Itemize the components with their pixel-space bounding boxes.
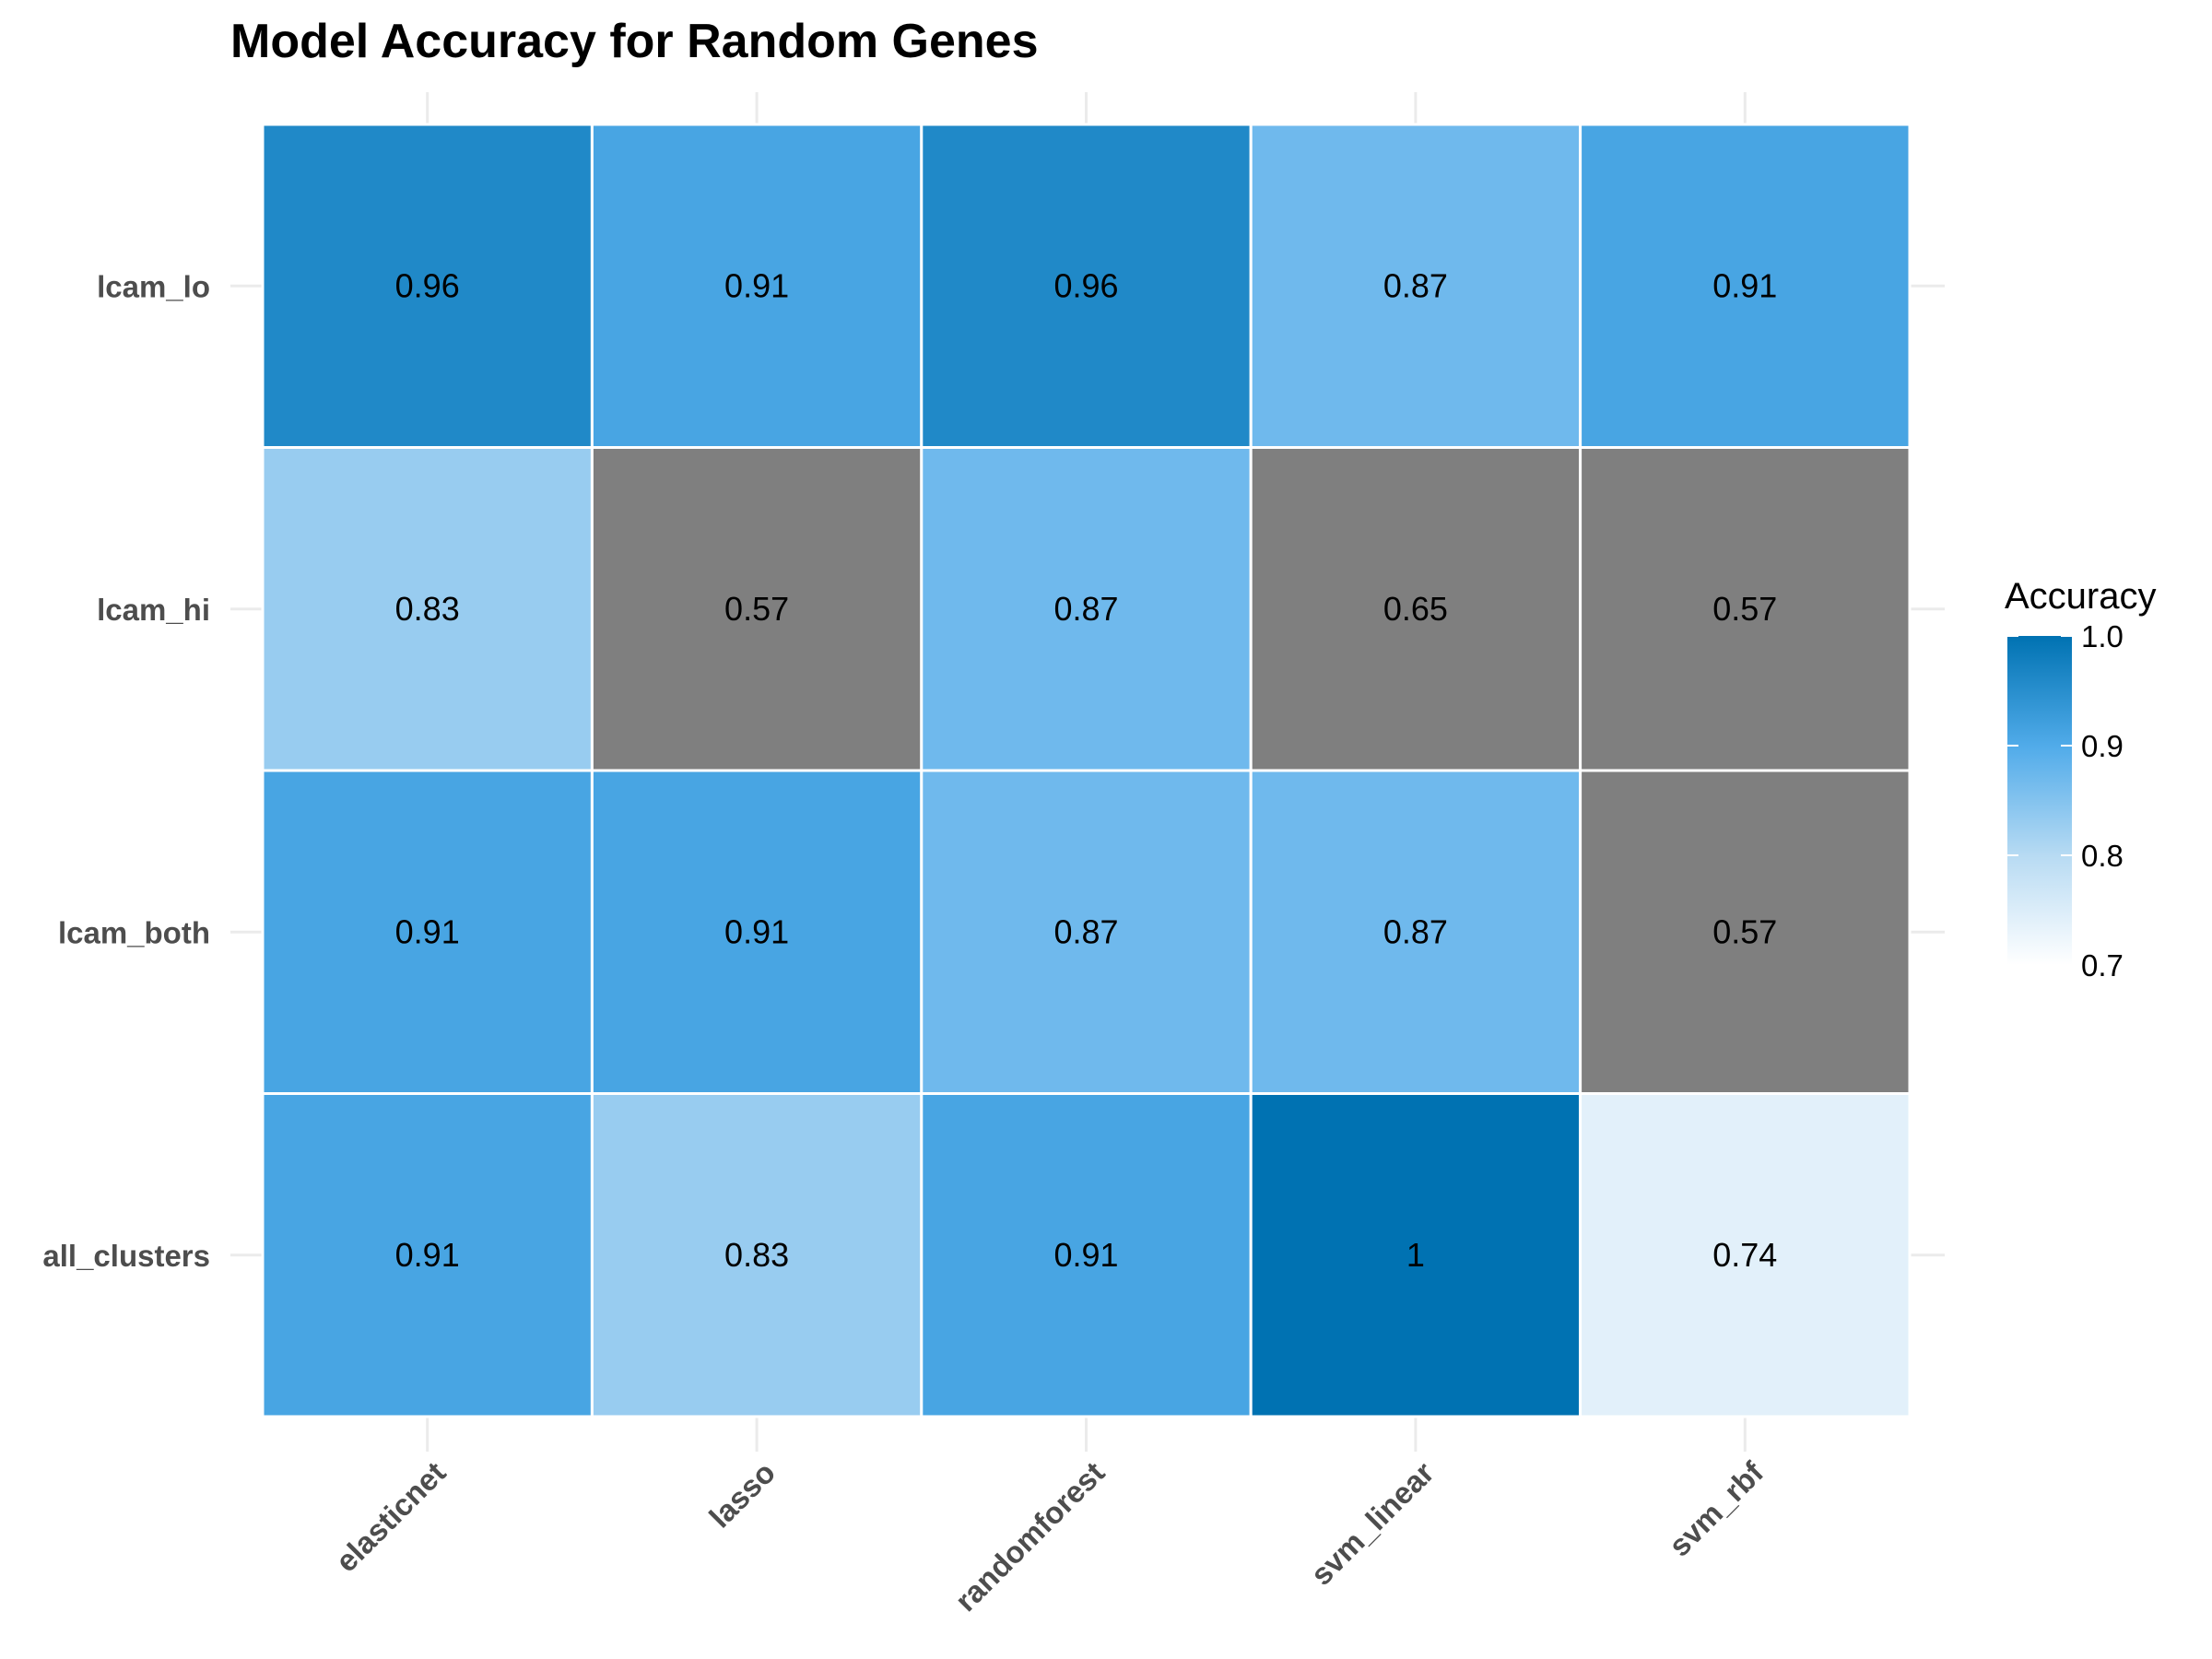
cell-value-label: 0.83 xyxy=(395,590,460,628)
legend-tick-label: 0.7 xyxy=(2081,948,2124,982)
heatmap-cell xyxy=(590,446,924,772)
y-tick-label: lcam_lo xyxy=(97,269,210,303)
cell-value-label: 0.91 xyxy=(395,1236,460,1274)
legend-title: Accuracy xyxy=(2005,576,2157,617)
cell-value-label: 0.87 xyxy=(1383,912,1448,950)
cell-value-label: 0.57 xyxy=(1712,912,1777,950)
heatmap-cell xyxy=(1579,1092,1912,1418)
heatmap-cell xyxy=(920,1092,1253,1418)
cell-value-label: 0.96 xyxy=(1053,266,1118,304)
x-tick-label: svm_linear xyxy=(1304,1455,1441,1592)
cell-value-label: 0.91 xyxy=(724,912,789,950)
cell-value-label: 0.87 xyxy=(1383,266,1448,304)
y-tick-label: all_clusters xyxy=(42,1239,210,1273)
y-tick-label: lcam_hi xyxy=(97,593,210,627)
cell-value-label: 0.87 xyxy=(1053,912,1118,950)
cell-value-label: 1 xyxy=(1406,1236,1425,1274)
legend-tick-label: 0.9 xyxy=(2081,729,2124,763)
cell-value-label: 0.65 xyxy=(1383,590,1448,628)
heatmap-cell xyxy=(590,1092,924,1418)
heatmap-cell xyxy=(1249,446,1583,772)
legend-tick-label: 1.0 xyxy=(2081,619,2124,653)
cell-value-label: 0.57 xyxy=(724,590,789,628)
x-tick-label: svm_rbf xyxy=(1662,1454,1771,1563)
cell-value-label: 0.91 xyxy=(395,912,460,950)
x-tick-label: elasticnet xyxy=(329,1455,453,1579)
heatmap-cell xyxy=(1249,769,1583,1095)
x-axis-ticks: elasticnet lasso randomforest svm_linear svm… xyxy=(329,1454,1771,1618)
x-tick-label: lasso xyxy=(702,1455,782,1535)
y-axis-ticks: lcam_lo lcam_hi lcam_both all_clusters xyxy=(42,269,210,1273)
cell-value-label: 0.91 xyxy=(1712,266,1777,304)
colorbar-gradient xyxy=(2007,636,2072,965)
cell-value-label: 0.57 xyxy=(1712,590,1777,628)
legend-tick-label: 0.8 xyxy=(2081,839,2124,873)
cell-value-label: 0.83 xyxy=(724,1236,789,1274)
colorbar-legend: Accuracy 1.0 0.9 0.8 0.7 xyxy=(2005,576,2157,982)
heatmap-cells xyxy=(261,123,1912,1418)
heatmap-cell xyxy=(1579,446,1912,772)
cell-value-label: 0.96 xyxy=(395,266,460,304)
chart-title: Model Accuracy for Random Genes xyxy=(230,15,1039,68)
heatmap-cell xyxy=(920,769,1253,1095)
cell-value-label: 0.91 xyxy=(1053,1236,1118,1274)
x-tick-label: randomforest xyxy=(948,1455,1112,1618)
cell-value-label: 0.87 xyxy=(1053,590,1118,628)
heatmap-cell xyxy=(1249,1092,1583,1418)
cell-value-label: 0.74 xyxy=(1712,1236,1777,1274)
heatmap-cell xyxy=(261,1092,594,1418)
cell-value-labels: 0.96 0.91 0.96 0.87 0.91 0.83 0.57 0.87 0.65 0.57… xyxy=(395,266,1778,1274)
cell-value-label: 0.91 xyxy=(724,266,789,304)
heatmap-cell xyxy=(920,446,1253,772)
y-tick-label: lcam_both xyxy=(58,915,210,949)
heatmap-cell xyxy=(1579,769,1912,1095)
heatmap-cell xyxy=(261,769,594,1095)
heatmap-cell xyxy=(261,446,594,772)
